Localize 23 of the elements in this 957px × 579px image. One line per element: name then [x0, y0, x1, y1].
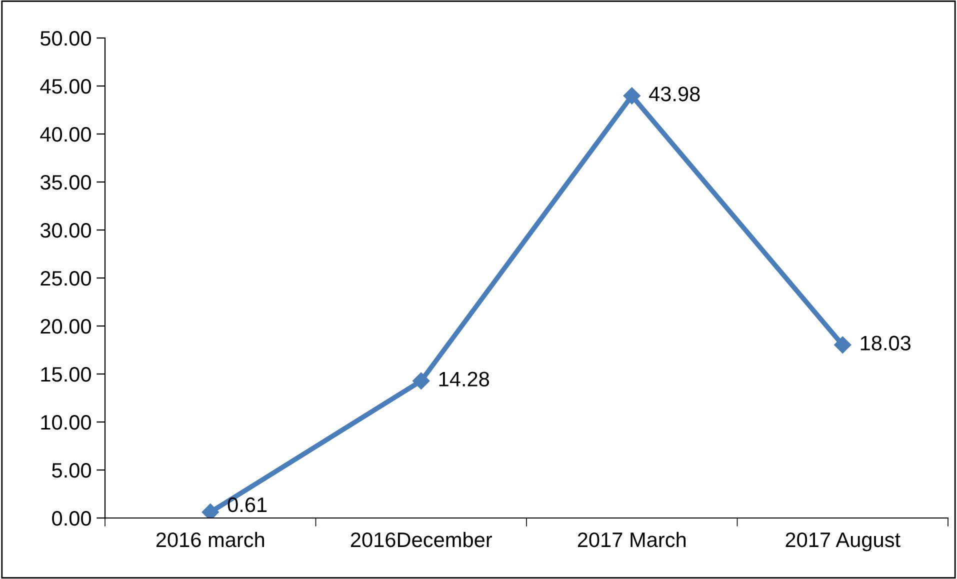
x-tick-label: 2017 August: [786, 532, 900, 552]
x-tick-label: 2016December: [350, 532, 492, 548]
y-tick-label: 35.00: [40, 175, 91, 190]
data-label: 14.28: [439, 372, 490, 387]
y-tick-label: 10.00: [41, 415, 91, 430]
point: [412, 372, 430, 390]
y-tick-label: 40.00: [40, 127, 91, 142]
y-tick-label: 50.00: [40, 31, 91, 46]
point: [623, 87, 640, 104]
y-tick-label: 15.00: [41, 367, 91, 382]
y-tick-label: 5.00: [52, 463, 91, 478]
data-label: 0.61: [228, 497, 267, 512]
x-tick-label: 2016 march: [156, 532, 264, 548]
data-label: 18.03: [860, 336, 911, 351]
y-tick-label: 25.00: [40, 271, 91, 286]
point: [834, 336, 852, 354]
y-tick-label: 0.00: [52, 511, 91, 526]
y-tick-label: 30.00: [40, 223, 91, 238]
x-tick-label: 2017 March: [578, 532, 686, 548]
y-tick-label: 45.00: [40, 79, 91, 94]
y-tick-label: 20.00: [40, 319, 91, 334]
point: [202, 504, 219, 518]
data-label: 43.98: [649, 86, 700, 102]
